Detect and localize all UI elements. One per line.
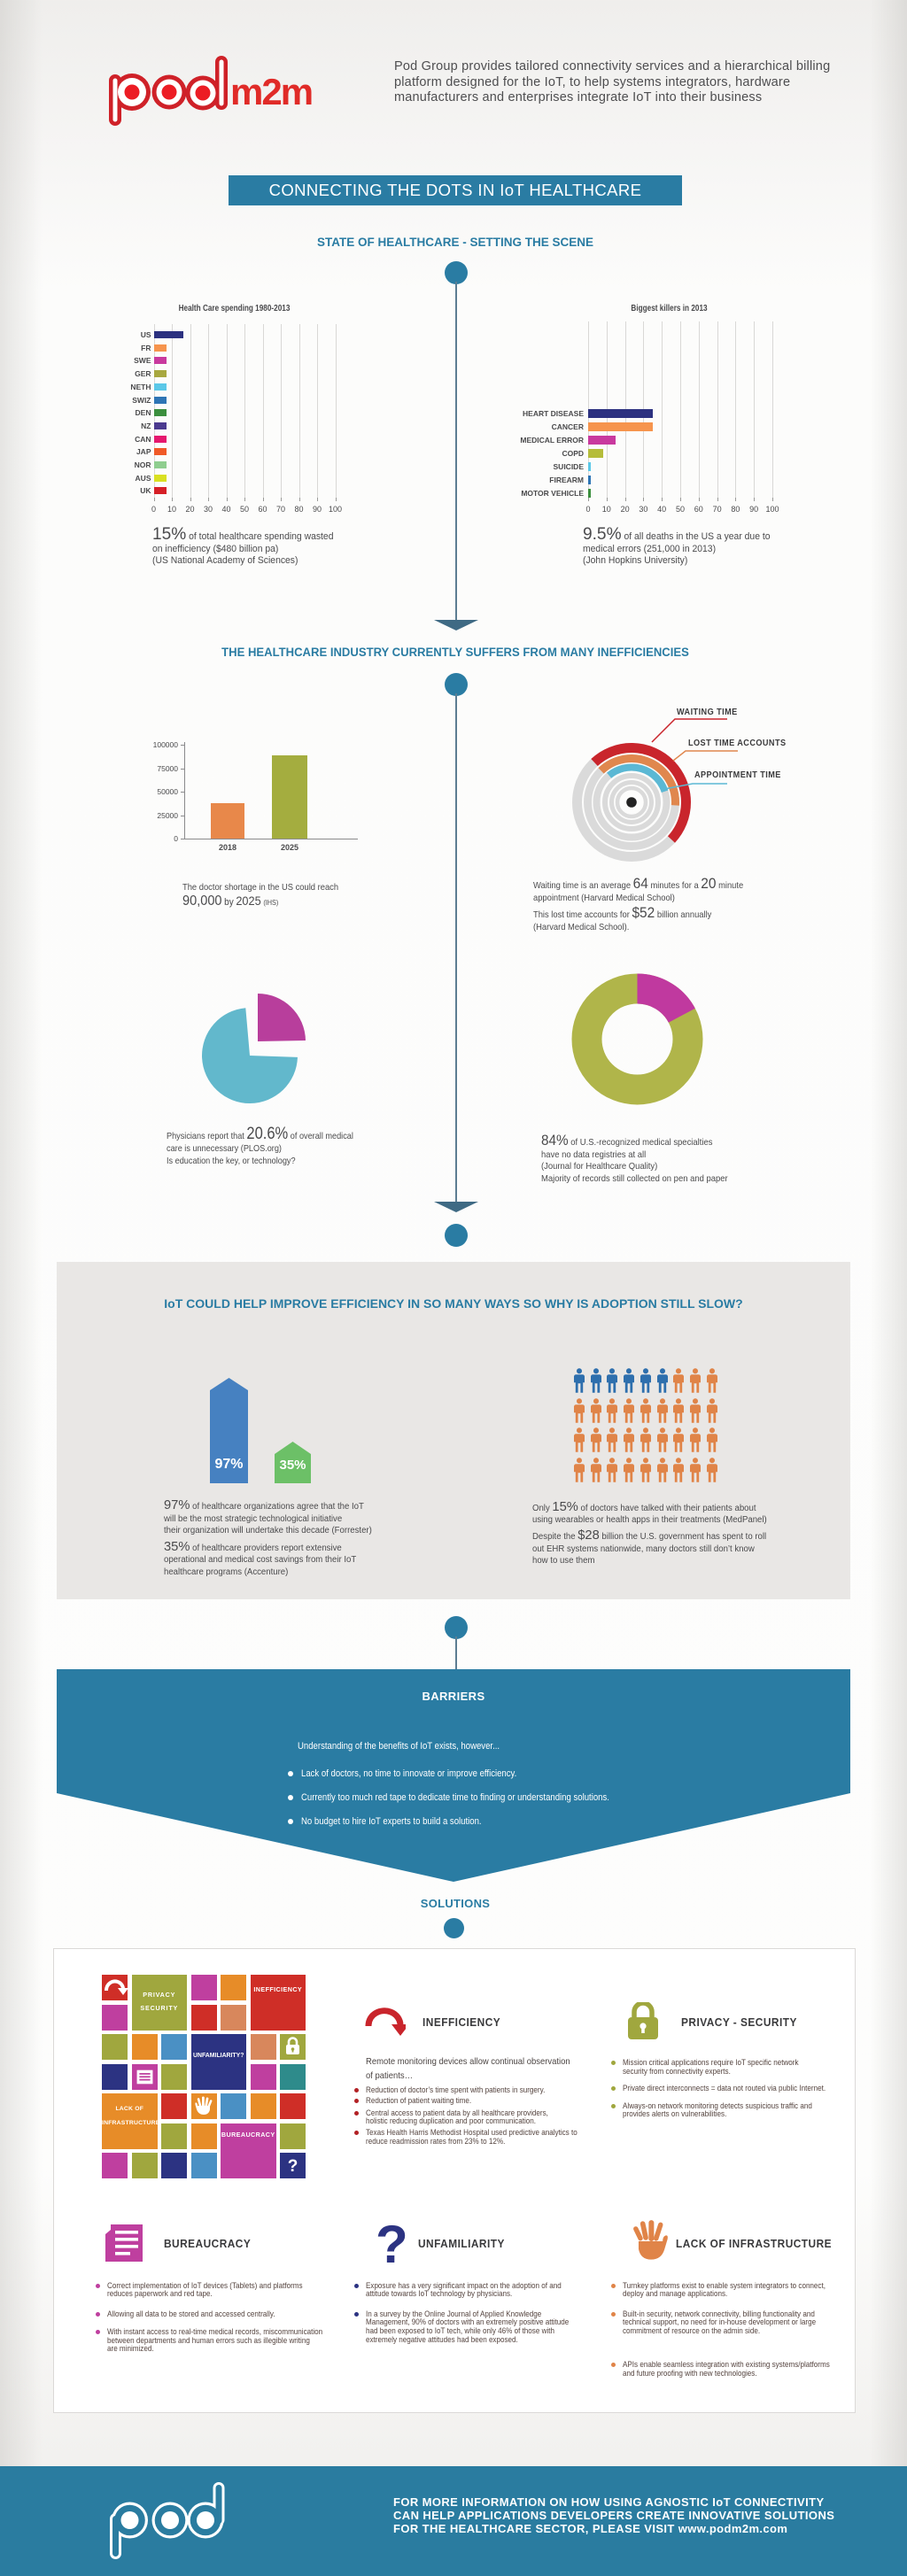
svg-text:97%: 97%	[214, 1457, 243, 1472]
svg-text:m2m: m2m	[230, 71, 312, 112]
svg-text:35%: 35%	[279, 1458, 306, 1473]
